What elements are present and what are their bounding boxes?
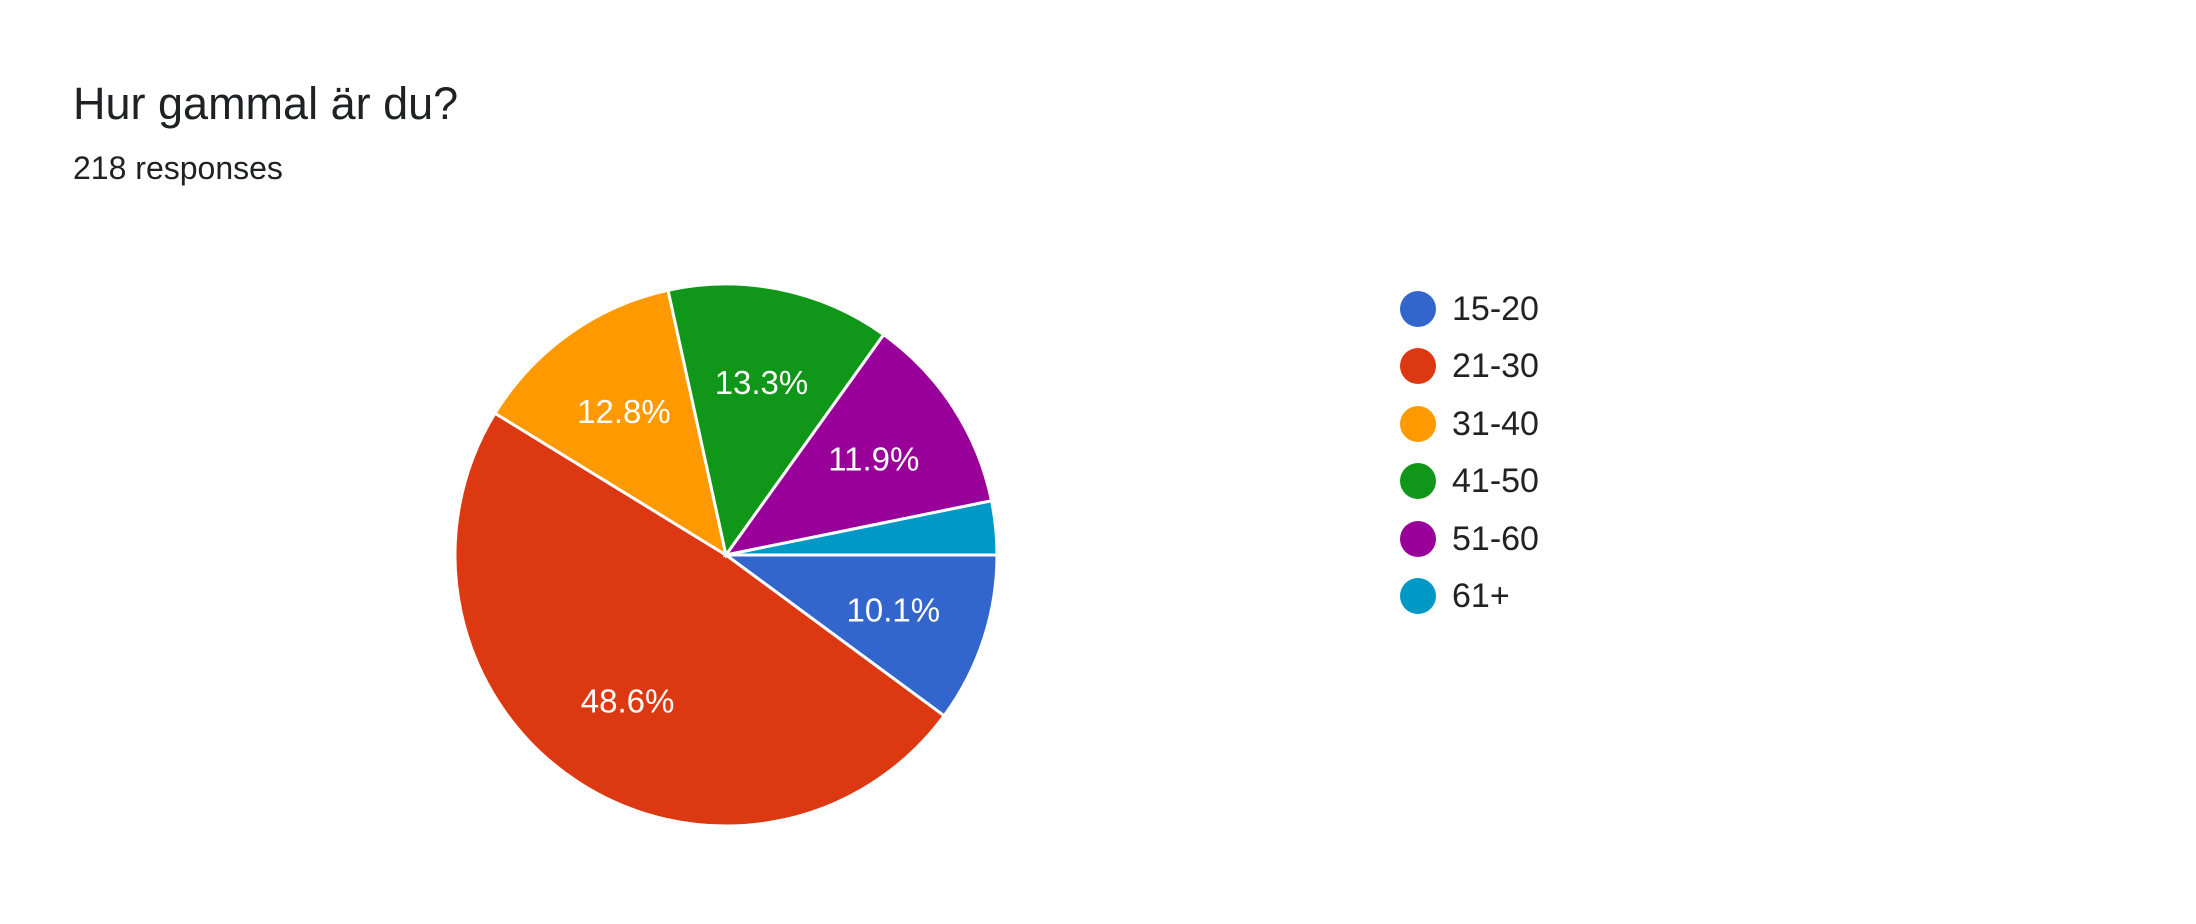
legend-label: 51-60 — [1452, 519, 1539, 558]
data-label-21-30: 48.6% — [581, 683, 675, 720]
data-label-31-40: 12.8% — [577, 393, 671, 430]
legend-swatch — [1400, 290, 1436, 327]
pie-slice-21-30[interactable] — [453, 411, 947, 828]
legend-swatch — [1400, 405, 1436, 442]
pie-slice-51-60[interactable] — [722, 332, 994, 558]
legend-item-61+[interactable]: 61+ — [1400, 568, 1539, 626]
legend-swatch — [1400, 348, 1436, 385]
data-label-41-50: 13.3% — [715, 364, 809, 401]
response-count: 218 responses — [73, 150, 283, 186]
legend-label: 31-40 — [1452, 404, 1539, 443]
legend-label: 21-30 — [1452, 347, 1539, 386]
legend-item-15-20[interactable]: 15-20 — [1400, 280, 1539, 338]
pie-data-labels: 10.1% 48.6% 12.8% 13.3% 11.9% — [577, 364, 940, 720]
legend-item-21-30[interactable]: 21-30 — [1400, 338, 1539, 396]
data-label-51-60: 11.9% — [828, 441, 919, 478]
legend-swatch — [1400, 520, 1436, 557]
legend-swatch — [1400, 578, 1436, 615]
pie-slices — [453, 282, 999, 828]
legend-item-31-40[interactable]: 31-40 — [1400, 395, 1539, 453]
pie-slice-31-40[interactable] — [492, 288, 729, 559]
legend-item-41-50[interactable]: 41-50 — [1400, 453, 1539, 511]
pie-slice-15-20[interactable] — [721, 553, 999, 718]
legend-label: 61+ — [1452, 577, 1510, 616]
legend-label: 15-20 — [1452, 289, 1539, 328]
chart-title: Hur gammal är du? — [73, 78, 459, 129]
chart-legend: 15-20 21-30 31-40 41-50 51-60 61+ — [1400, 280, 1539, 625]
legend-label: 41-50 — [1452, 462, 1539, 501]
pie-slice-61+[interactable] — [725, 499, 999, 557]
legend-swatch — [1400, 463, 1436, 500]
data-label-15-20: 10.1% — [847, 592, 941, 629]
legend-item-51-60[interactable]: 51-60 — [1400, 510, 1539, 568]
pie-slice-41-50[interactable] — [666, 282, 886, 559]
